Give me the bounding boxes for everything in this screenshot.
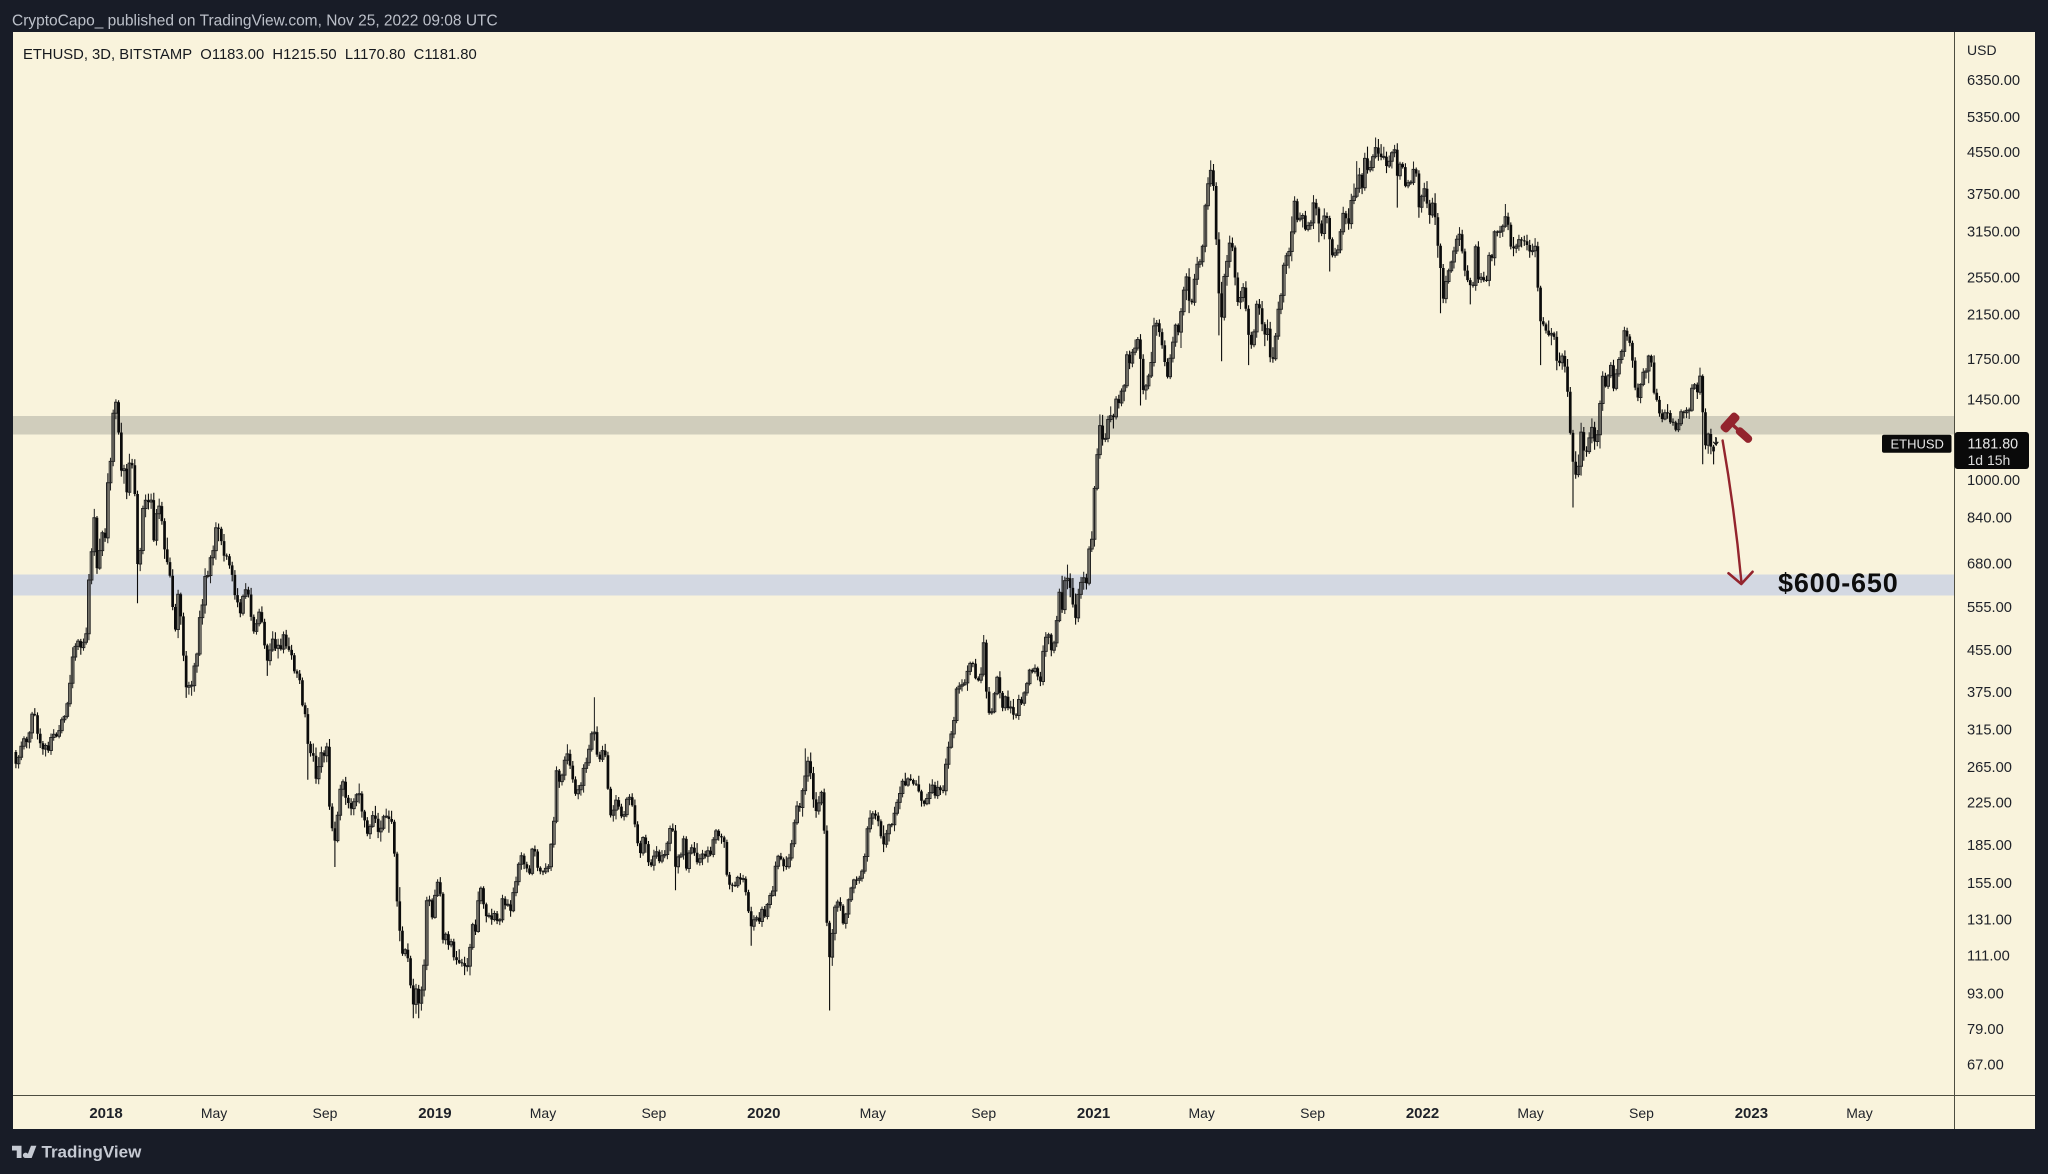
svg-text:155.00: 155.00 <box>1967 876 2012 892</box>
svg-text:2019: 2019 <box>418 1105 451 1122</box>
svg-text:6350.00: 6350.00 <box>1967 73 2020 89</box>
svg-text:265.00: 265.00 <box>1967 760 2012 776</box>
svg-text:1000.00: 1000.00 <box>1967 473 2020 489</box>
svg-text:67.00: 67.00 <box>1967 1058 2004 1074</box>
svg-text:ETHUSD, 3D, BITSTAMP O1183.00: ETHUSD, 3D, BITSTAMP O1183.00 H1215.50 L… <box>23 47 477 63</box>
svg-text:840.00: 840.00 <box>1967 511 2012 527</box>
svg-text:May: May <box>1188 1105 1214 1121</box>
svg-text:TradingView: TradingView <box>42 1143 143 1162</box>
svg-text:Sep: Sep <box>641 1105 666 1121</box>
svg-text:680.00: 680.00 <box>1967 556 2012 572</box>
svg-text:2020: 2020 <box>747 1105 780 1122</box>
svg-text:Sep: Sep <box>1629 1105 1654 1121</box>
svg-text:5350.00: 5350.00 <box>1967 110 2020 126</box>
svg-text:131.00: 131.00 <box>1967 913 2012 929</box>
svg-text:79.00: 79.00 <box>1967 1022 2004 1038</box>
svg-text:2018: 2018 <box>89 1105 122 1122</box>
svg-text:$600-650: $600-650 <box>1778 568 1899 598</box>
svg-text:May: May <box>860 1105 886 1121</box>
svg-text:May: May <box>201 1105 227 1121</box>
svg-text:ETHUSD: ETHUSD <box>1891 436 1944 451</box>
svg-text:2021: 2021 <box>1077 1105 1110 1122</box>
svg-text:May: May <box>1517 1105 1543 1121</box>
svg-text:4550.00: 4550.00 <box>1967 145 2020 161</box>
svg-text:225.00: 225.00 <box>1967 796 2012 812</box>
svg-text:Sep: Sep <box>313 1105 338 1121</box>
svg-text:1d 15h: 1d 15h <box>1968 452 2011 468</box>
svg-text:375.00: 375.00 <box>1967 685 2012 701</box>
svg-text:Sep: Sep <box>1300 1105 1325 1121</box>
svg-text:315.00: 315.00 <box>1967 723 2012 739</box>
svg-text:May: May <box>1846 1105 1872 1121</box>
svg-text:Sep: Sep <box>971 1105 996 1121</box>
svg-text:111.00: 111.00 <box>1967 948 2010 964</box>
svg-text:USD: USD <box>1967 42 1997 58</box>
svg-text:2022: 2022 <box>1406 1105 1439 1122</box>
svg-text:185.00: 185.00 <box>1967 838 2012 854</box>
svg-text:455.00: 455.00 <box>1967 643 2012 659</box>
svg-text:2150.00: 2150.00 <box>1967 307 2020 323</box>
svg-text:2023: 2023 <box>1735 1105 1768 1122</box>
svg-text:3750.00: 3750.00 <box>1967 187 2020 203</box>
svg-text:May: May <box>530 1105 556 1121</box>
svg-text:3150.00: 3150.00 <box>1967 225 2020 241</box>
svg-text:CryptoCapo_ published on Tradi: CryptoCapo_ published on TradingView.com… <box>12 13 498 30</box>
svg-text:1181.80: 1181.80 <box>1968 437 2019 453</box>
svg-text:555.00: 555.00 <box>1967 600 2012 616</box>
svg-text:2550.00: 2550.00 <box>1967 270 2020 286</box>
svg-text:93.00: 93.00 <box>1967 987 2004 1003</box>
svg-text:1750.00: 1750.00 <box>1967 352 2020 368</box>
svg-text:1450.00: 1450.00 <box>1967 393 2020 409</box>
